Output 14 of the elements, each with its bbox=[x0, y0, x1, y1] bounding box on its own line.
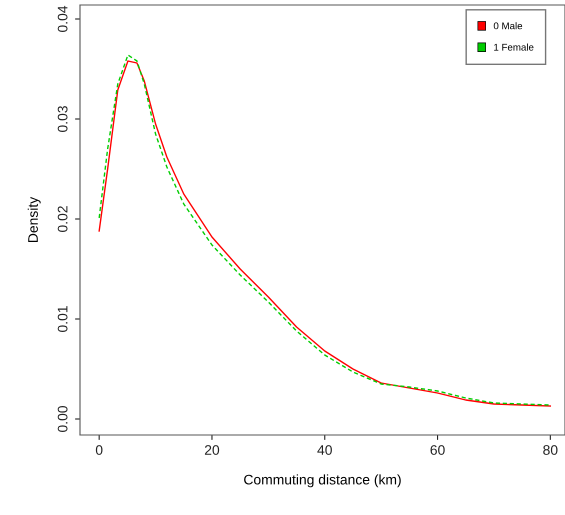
y-tick-label: 0.03 bbox=[58, 106, 68, 132]
x-tick-label: 60 bbox=[430, 445, 445, 455]
x-tick-label: 80 bbox=[543, 445, 558, 455]
x-tick-label: 40 bbox=[317, 445, 332, 455]
x-axis-title: Commuting distance (km) bbox=[244, 474, 401, 488]
y-axis-title: Density bbox=[28, 196, 41, 242]
y-tick-label: 0.00 bbox=[58, 406, 68, 432]
y-tick-label: 0.02 bbox=[58, 206, 68, 232]
x-tick-label: 0 bbox=[96, 445, 102, 455]
legend-label: 0 Male bbox=[494, 22, 522, 30]
legend-label: 1 Female bbox=[494, 44, 534, 51]
x-tick-label: 20 bbox=[204, 445, 220, 455]
y-tick-label: 0.04 bbox=[58, 6, 68, 32]
y-tick-label: 0.01 bbox=[58, 306, 68, 332]
